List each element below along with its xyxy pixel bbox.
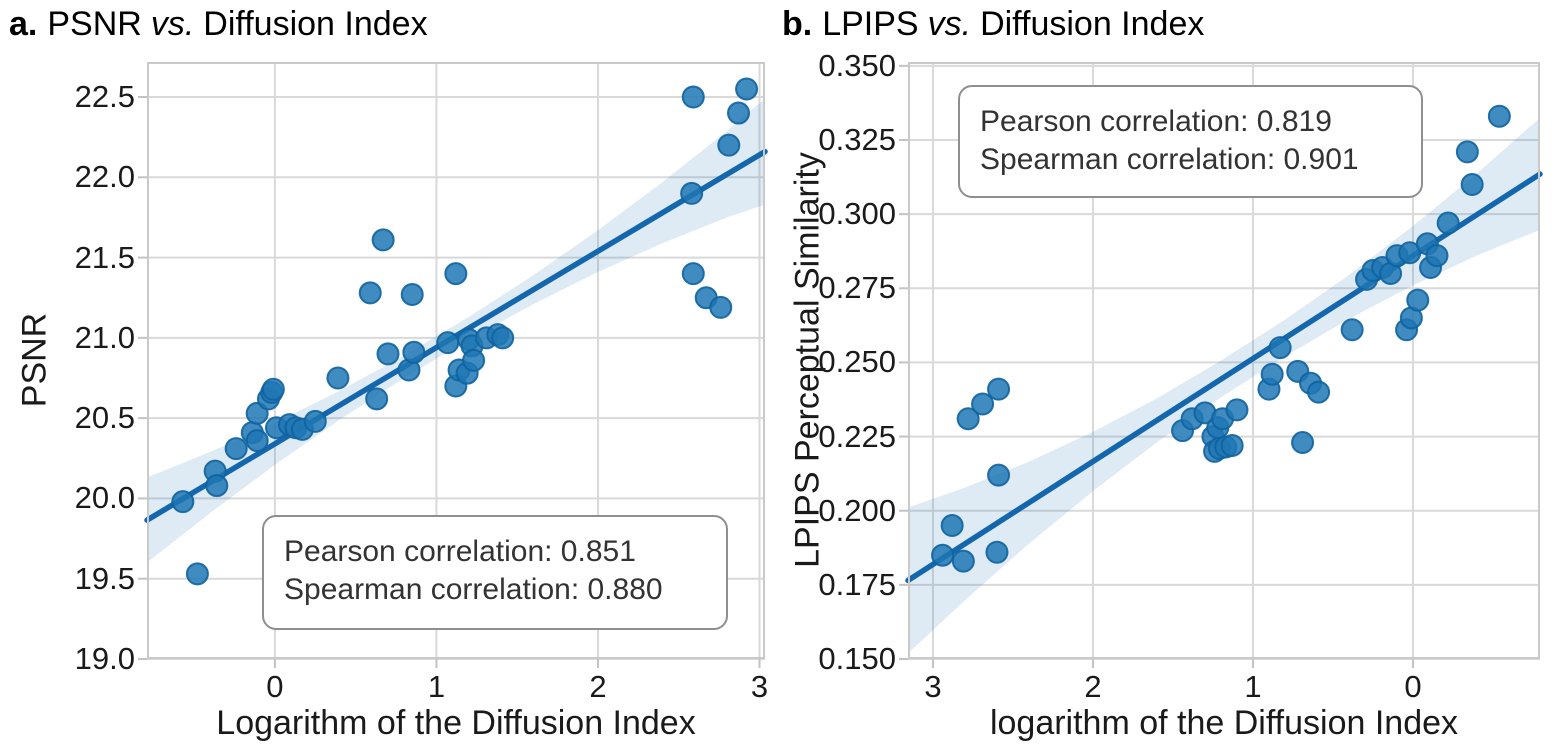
y-tick-label: 0.200 [818, 492, 896, 528]
data-point [491, 326, 515, 350]
data-point [1487, 104, 1511, 128]
data-point [1460, 172, 1484, 196]
y-tick-label: 22.5 [74, 79, 135, 114]
data-point [956, 407, 980, 431]
data-point [1307, 380, 1331, 404]
data-point [1260, 362, 1284, 386]
data-point [717, 133, 741, 157]
panel-b-label: b. [782, 5, 813, 43]
data-point [462, 348, 486, 372]
x-axis-label-b: logarithm of the Diffusion Index [989, 704, 1459, 742]
data-point [1268, 336, 1292, 360]
panel-a-label: a. [9, 5, 38, 43]
chart-canvas-psnr-vs-diffusion-index [138, 62, 768, 668]
data-point [1220, 433, 1244, 457]
y-tick-label: 19.0 [74, 641, 135, 676]
data-point [987, 463, 1011, 487]
data-point [444, 262, 468, 286]
x-tick-label: 0 [1404, 669, 1422, 704]
y-tick-label: 0.325 [818, 121, 896, 157]
data-point [1291, 431, 1315, 455]
data-point [376, 342, 400, 366]
data-point [400, 283, 424, 307]
regression-line [905, 171, 1543, 584]
y-tick-label: 0.350 [818, 47, 896, 83]
data-point [1225, 398, 1249, 422]
data-point [171, 490, 195, 514]
pearson-correlation-text: Pearson correlation: 0.851 [284, 535, 636, 568]
y-tick-label: 20.5 [74, 400, 135, 436]
data-point [971, 392, 995, 416]
data-point [709, 295, 733, 319]
data-point [365, 387, 389, 411]
data-point [436, 331, 460, 355]
data-point [727, 101, 751, 125]
data-point [680, 181, 704, 205]
confidence-band [147, 98, 765, 563]
data-point [951, 549, 975, 573]
panel-b-title-rest: Diffusion Index [980, 5, 1205, 43]
x-tick-label: 2 [589, 669, 607, 704]
data-point [358, 281, 382, 305]
data-point [940, 514, 964, 538]
y-tick-label: 0.275 [818, 270, 896, 306]
data-point [1425, 244, 1449, 268]
panel-a-title-vs: vs. [150, 5, 195, 43]
panel-a-title-metric: PSNR [47, 5, 142, 43]
data-point [185, 562, 209, 586]
data-point [326, 366, 350, 390]
data-point [402, 340, 426, 364]
y-tick-label: 0.300 [818, 196, 896, 232]
x-tick-label: 1 [1244, 669, 1262, 704]
x-tick-label: 0 [266, 669, 284, 704]
panel-b-title-vs: vs. [927, 5, 972, 43]
data-point [985, 540, 1009, 564]
y-tick-label: 0.175 [818, 566, 896, 602]
data-point [1455, 140, 1479, 164]
x-tick-label: 3 [750, 669, 769, 704]
pearson-correlation-text: Pearson correlation: 0.819 [980, 105, 1332, 138]
data-point [1436, 211, 1460, 235]
y-tick-label: 19.5 [74, 560, 135, 596]
panel-b: b. LPIPS vs. Diffusion Index LPIPS Perceptu… [779, 0, 1558, 755]
y-tick-label: 0.225 [818, 418, 896, 454]
panel-a: a. PSNR vs. Diffusion Index PSNR Pearson co… [9, 5, 769, 742]
data-point [1406, 288, 1430, 312]
panel-a-title: a. PSNR vs. Diffusion Index [9, 5, 428, 44]
data-point [371, 228, 395, 252]
y-tick-label: 0.150 [818, 641, 896, 676]
spearman-correlation-text: Spearman correlation: 0.901 [980, 143, 1359, 176]
data-point [931, 543, 955, 567]
x-tick-label: 1 [427, 669, 446, 704]
data-point [735, 77, 759, 101]
x-tick-label: 2 [1084, 669, 1102, 704]
data-point [1340, 318, 1364, 342]
panel-b-title: b. LPIPS vs. Diffusion Index [782, 5, 1204, 44]
data-point [681, 262, 705, 286]
data-point [205, 474, 229, 498]
spearman-correlation-text: Spearman correlation: 0.880 [284, 573, 663, 606]
y-tick-label: 20.0 [74, 480, 135, 516]
panel-a-title-rest: Diffusion Index [203, 5, 428, 43]
y-tick-label: 21.5 [74, 239, 135, 275]
data-point [245, 429, 269, 453]
correlation-annotation-b: Pearson correlation: 0.819 Spearman corr… [958, 85, 1423, 198]
x-axis-label-a: Logarithm of the Diffusion Index [216, 704, 696, 742]
panel-b-title-metric: LPIPS [822, 5, 919, 43]
x-tick-label: 3 [924, 669, 942, 704]
chart-canvas-lpips-vs-diffusion-index [899, 62, 1543, 668]
data-point [303, 409, 327, 433]
plot-border [908, 62, 1540, 659]
y-tick-label: 21.0 [74, 319, 135, 355]
plot-border [147, 62, 765, 659]
correlation-annotation-a: Pearson correlation: 0.851 Spearman corr… [262, 515, 728, 630]
y-tick-label: 0.250 [818, 344, 896, 380]
y-tick-label: 22.0 [74, 159, 135, 195]
data-point [224, 437, 248, 461]
data-point [681, 85, 705, 109]
data-point [987, 377, 1011, 401]
confidence-band [908, 117, 1540, 654]
data-point [261, 377, 285, 401]
